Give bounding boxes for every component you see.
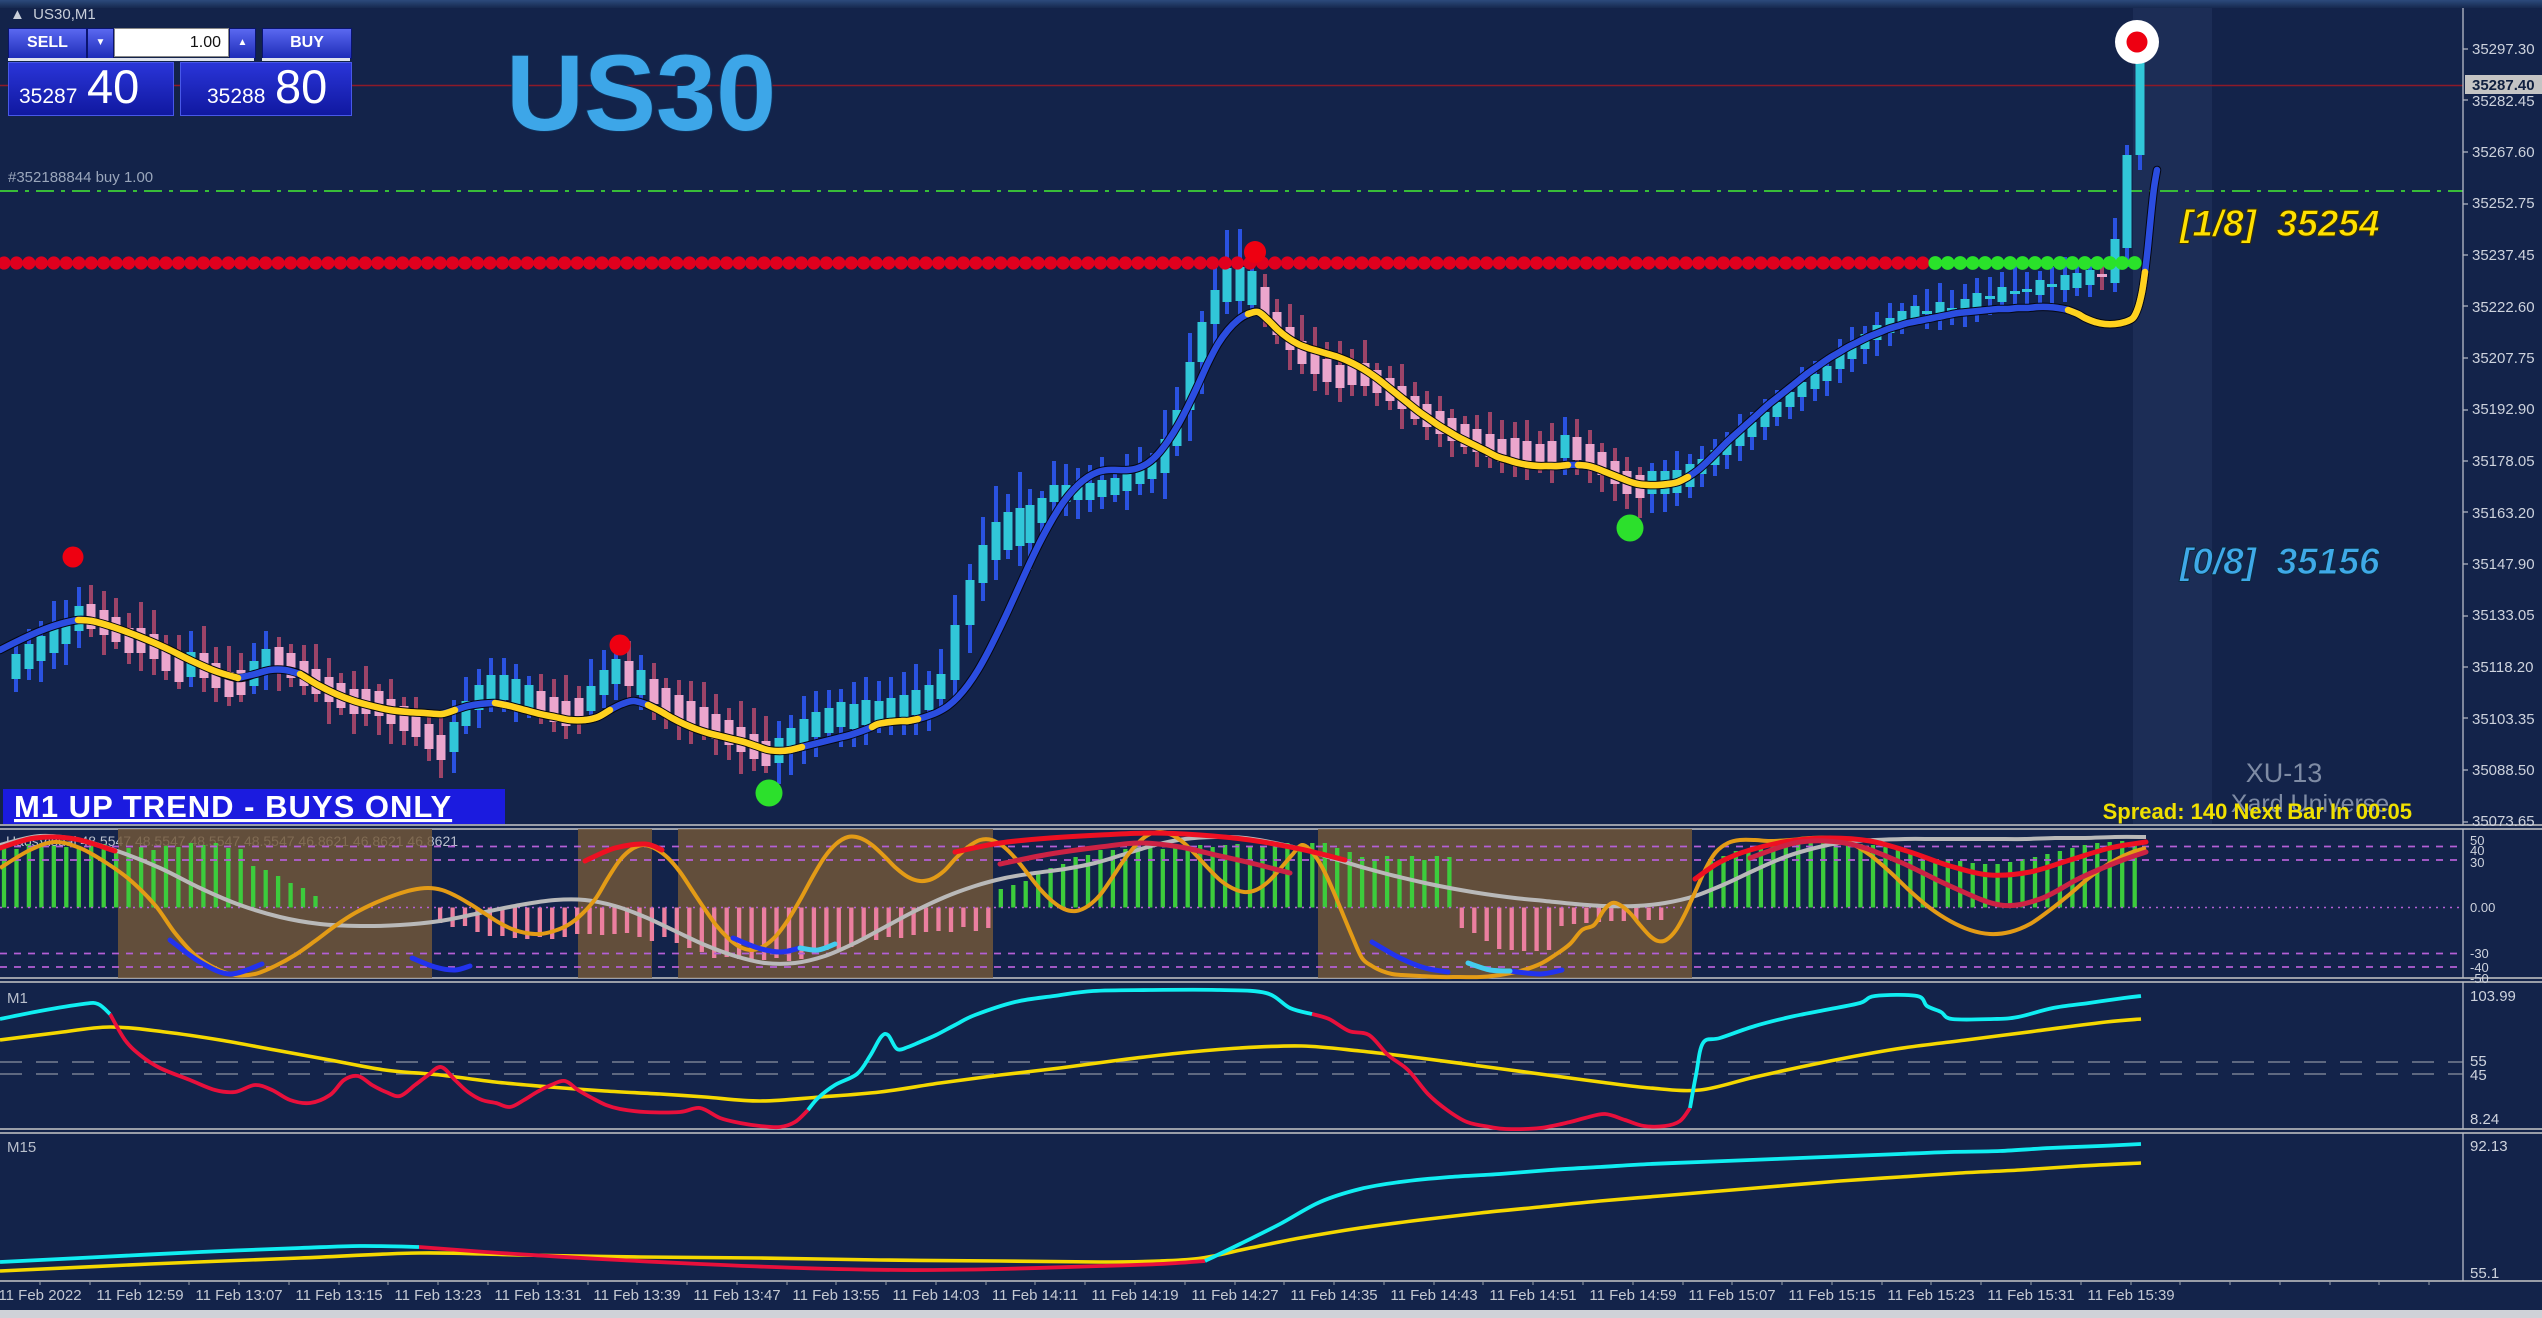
svg-text:0.00: 0.00	[2470, 900, 2495, 915]
svg-text:11 Feb 15:39: 11 Feb 15:39	[2087, 1287, 2174, 1304]
svg-text:8.24: 8.24	[2470, 1111, 2499, 1128]
svg-text:40: 40	[2470, 843, 2484, 858]
svg-text:55.1: 55.1	[2470, 1265, 2499, 1282]
svg-text:M15: M15	[7, 1139, 36, 1156]
svg-text:-30: -30	[2470, 946, 2489, 961]
svg-text:M1: M1	[7, 990, 28, 1007]
svg-text:11 Feb 13:39: 11 Feb 13:39	[593, 1287, 680, 1304]
svg-text:11 Feb 12:59: 11 Feb 12:59	[96, 1287, 183, 1304]
svg-text:#352188844 buy 1.00: #352188844 buy 1.00	[8, 169, 153, 186]
svg-text:-50: -50	[2470, 971, 2489, 986]
svg-text:35178.05: 35178.05	[2472, 453, 2535, 470]
svg-text:35192.90: 35192.90	[2472, 401, 2535, 418]
svg-text:35103.35: 35103.35	[2472, 711, 2535, 728]
svg-text:35252.75: 35252.75	[2472, 195, 2535, 212]
svg-text:11 Feb 14:35: 11 Feb 14:35	[1290, 1287, 1377, 1304]
svg-text:11 Feb 14:11: 11 Feb 14:11	[992, 1287, 1078, 1304]
svg-text:11 Feb 15:23: 11 Feb 15:23	[1887, 1287, 1974, 1304]
svg-text:35073.65: 35073.65	[2472, 813, 2535, 830]
svg-text:11 Feb 15:31: 11 Feb 15:31	[1987, 1287, 2074, 1304]
svg-text:XU-13: XU-13	[2246, 758, 2323, 788]
svg-text:US30: US30	[506, 32, 776, 153]
svg-text:11 Feb 13:15: 11 Feb 13:15	[295, 1287, 382, 1304]
svg-text:11 Feb 13:07: 11 Feb 13:07	[195, 1287, 282, 1304]
svg-text:35118.20: 35118.20	[2472, 659, 2533, 676]
svg-text:55: 55	[2470, 1053, 2487, 1070]
svg-text:11 Feb 13:47: 11 Feb 13:47	[693, 1287, 780, 1304]
svg-text:11 Feb 14:19: 11 Feb 14:19	[1091, 1287, 1178, 1304]
svg-text:35147.90: 35147.90	[2472, 556, 2535, 573]
svg-text:50: 50	[2470, 833, 2484, 848]
svg-text:35088.50: 35088.50	[2472, 762, 2535, 779]
svg-text:M1 UP TREND - BUYS ONLY: M1 UP TREND - BUYS ONLY	[14, 789, 452, 824]
svg-text:Xard Universe: Xard Universe	[2231, 790, 2389, 818]
svg-text:11 Feb 2022: 11 Feb 2022	[0, 1287, 82, 1304]
svg-text:11 Feb 15:15: 11 Feb 15:15	[1788, 1287, 1875, 1304]
svg-text:35207.75: 35207.75	[2472, 350, 2535, 367]
svg-text:Spread: 140 Next Bar In 00:05: Spread: 140 Next Bar In 00:05	[2103, 799, 2412, 824]
svg-text:92.13: 92.13	[2470, 1138, 2508, 1155]
svg-text:11 Feb 14:51: 11 Feb 14:51	[1489, 1287, 1576, 1304]
svg-text:103.99: 103.99	[2470, 988, 2516, 1005]
svg-text:35163.20: 35163.20	[2472, 505, 2535, 522]
svg-text:11 Feb 13:55: 11 Feb 13:55	[792, 1287, 879, 1304]
svg-text:11 Feb 14:43: 11 Feb 14:43	[1390, 1287, 1477, 1304]
svg-text:35133.05: 35133.05	[2472, 607, 2535, 624]
svg-text:35267.60: 35267.60	[2472, 144, 2535, 161]
svg-text:11 Feb 14:59: 11 Feb 14:59	[1589, 1287, 1676, 1304]
svg-text:35237.45: 35237.45	[2472, 247, 2535, 264]
svg-text:35297.30: 35297.30	[2472, 41, 2535, 58]
svg-text:35222.60: 35222.60	[2472, 299, 2535, 316]
svg-text:45: 45	[2470, 1067, 2487, 1084]
svg-text:[0/8] 35156: [0/8] 35156	[2179, 541, 2380, 582]
svg-text:11 Feb 14:03: 11 Feb 14:03	[892, 1287, 979, 1304]
svg-text:35287.40: 35287.40	[2472, 77, 2535, 94]
svg-text:11 Feb 15:07: 11 Feb 15:07	[1688, 1287, 1775, 1304]
svg-text:11 Feb 14:27: 11 Feb 14:27	[1191, 1287, 1278, 1304]
svg-text:35282.45: 35282.45	[2472, 93, 2535, 110]
svg-text:-40: -40	[2470, 960, 2489, 975]
svg-text:11 Feb 13:23: 11 Feb 13:23	[394, 1287, 481, 1304]
svg-text:11 Feb 13:31: 11 Feb 13:31	[494, 1287, 581, 1304]
svg-text:30: 30	[2470, 855, 2484, 870]
svg-text:[1/8] 35254: [1/8] 35254	[2179, 203, 2380, 244]
